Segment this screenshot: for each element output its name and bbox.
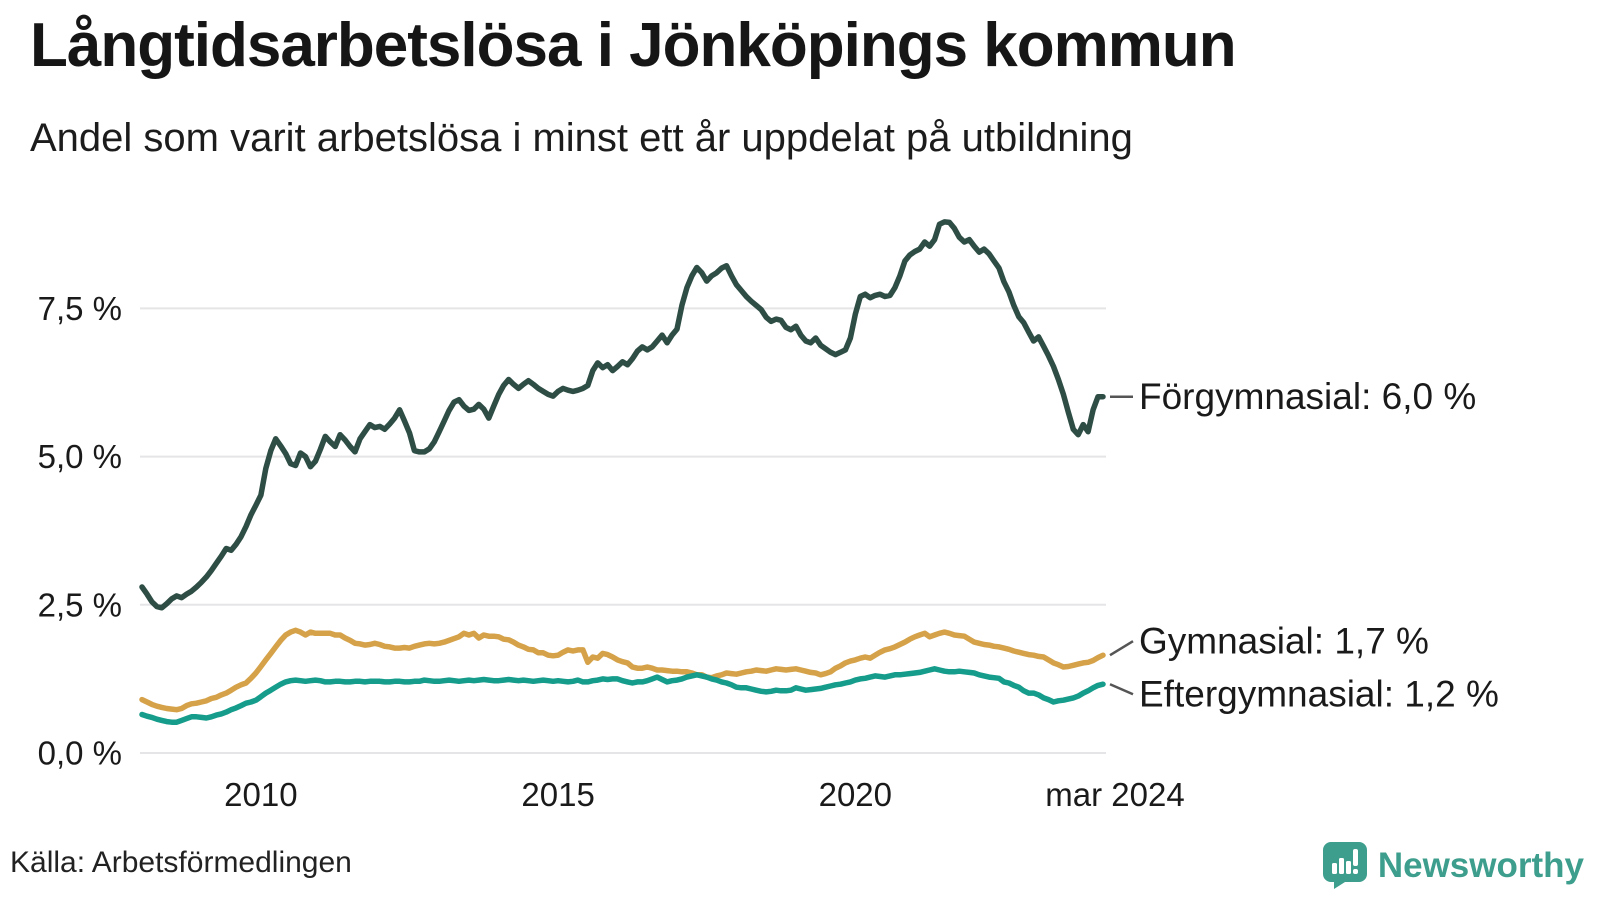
line-chart-canvas: 0,0 % 2,5 % 5,0 % 7,5 % 2010 2015 2020 mar 2024… [38, 219, 1499, 813]
source-note: Källa: Arbetsförmedlingen [10, 846, 352, 879]
newsworthy-bubble-chart-icon [1322, 842, 1367, 889]
y-axis-label-5-0-: 5,0 % [38, 438, 122, 475]
x-axis-label-2015: 2015 [521, 776, 594, 813]
x-axis-label-2020: 2020 [819, 776, 892, 813]
y-axis-label-2-5-: 2,5 % [38, 586, 122, 623]
series-end-label-f-rgymnasial: Förgymnasial: 6,0 % [1139, 376, 1476, 417]
series-end-label-gymnasial: Gymnasial: 1,7 % [1139, 621, 1429, 662]
series-label-tick-gymnasial [1109, 640, 1134, 657]
series-line-gymnasial [139, 627, 1106, 713]
chart-subtitle: Andel som varit arbetslösa i minst ett å… [30, 116, 1133, 160]
page-title: Långtidsarbetslösa i Jönköpings kommun [30, 11, 1237, 80]
x-axis-label-mar-2024: mar 2024 [1045, 776, 1184, 813]
series-line-f-rgymnasial [139, 219, 1106, 611]
y-axis-label-7-5-: 7,5 % [38, 290, 122, 327]
series-line-eftergymnasial [139, 666, 1106, 725]
series-label-tick-eftergymnasial [1109, 683, 1134, 696]
newsworthy-wordmark: Newsworthy [1377, 845, 1584, 885]
newsworthy-logo: Newsworthy [1322, 842, 1584, 889]
y-axis-label-0-0-: 0,0 % [38, 735, 122, 772]
series-end-label-eftergymnasial: Eftergymnasial: 1,2 % [1139, 674, 1499, 715]
x-axis-label-2010: 2010 [224, 776, 297, 813]
